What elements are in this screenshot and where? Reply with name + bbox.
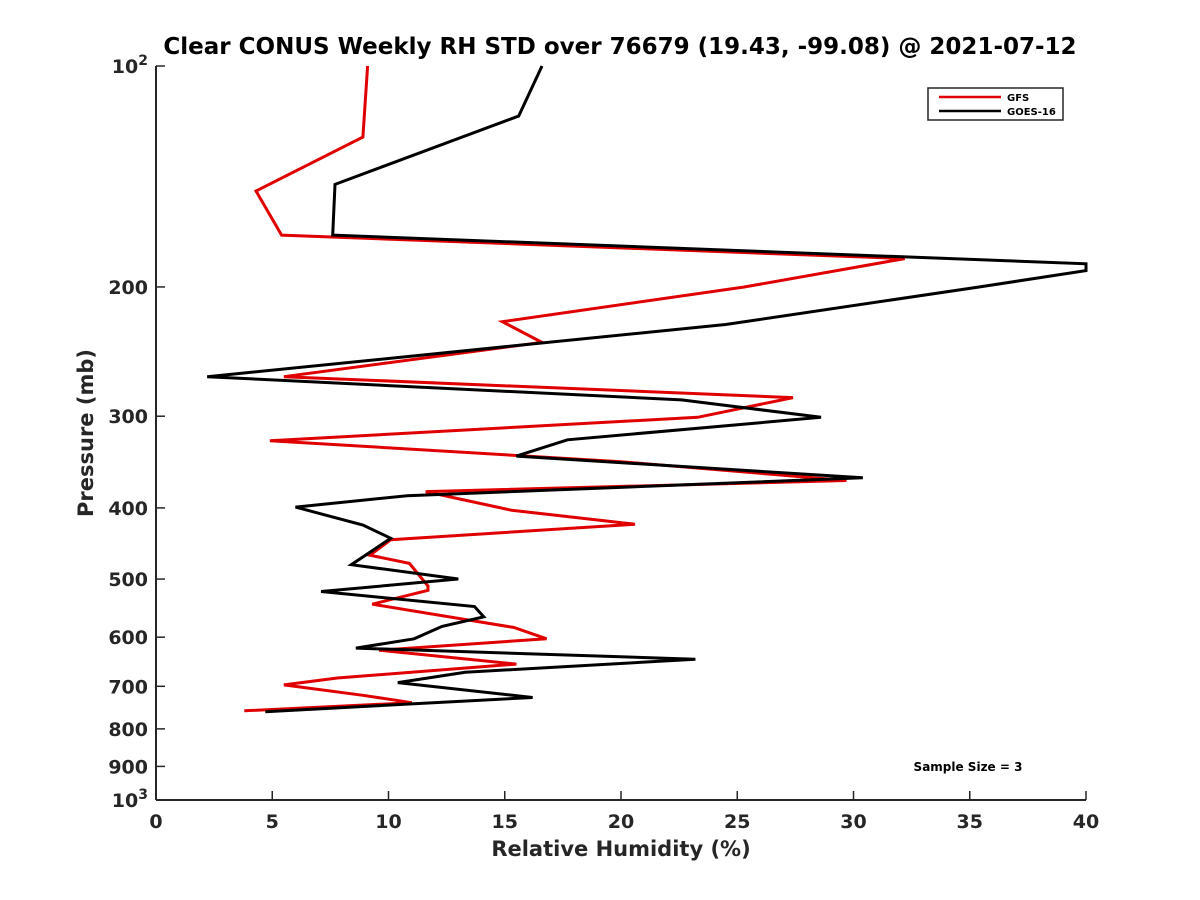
y-tick-label: 500 [108, 569, 148, 591]
y-tick-label: 400 [108, 498, 148, 520]
legend-label-gfs: GFS [1007, 93, 1029, 104]
series-lines [207, 65, 1088, 714]
plot-area [155, 66, 1086, 801]
y-tick-label: 900 [108, 756, 148, 778]
y-tick-label: 103 [112, 787, 148, 812]
legend-box [927, 87, 1064, 121]
y-tick-label: 300 [108, 406, 148, 428]
x-tick-label: 10 [375, 811, 401, 833]
y-tick-label: 200 [108, 277, 148, 299]
sample-size-annotation: Sample Size = 3 [914, 760, 1023, 774]
x-tick-label: 30 [840, 811, 866, 833]
legend-label-goes16: GOES-16 [1007, 107, 1056, 118]
chart-title: Clear CONUS Weekly RH STD over 76679 (19… [163, 34, 1076, 60]
series-line-goes-16 [207, 65, 1088, 714]
y-tick-label: 700 [108, 676, 148, 698]
x-tick-label: 35 [957, 811, 983, 833]
y-tick-label: 800 [108, 719, 148, 741]
x-tick-label: 5 [266, 811, 279, 833]
x-tick-label: 0 [149, 811, 162, 833]
y-ticks: 102 200 300 400 500 600 700 800 900 103 [108, 53, 165, 812]
x-axis-title: Relative Humidity (%) [491, 837, 750, 861]
x-tick-label: 20 [608, 811, 634, 833]
x-tick-label: 40 [1073, 811, 1099, 833]
y-axis-title: Pressure (mb) [74, 349, 98, 517]
y-tick-label: 600 [108, 627, 148, 649]
x-tick-label: 15 [492, 811, 518, 833]
series-line-gfs [244, 65, 905, 713]
legend: GFS GOES-16 [927, 87, 1064, 121]
x-tick-label: 25 [724, 811, 750, 833]
y-tick-label: 102 [112, 53, 148, 78]
x-ticks: 0 5 10 15 20 25 30 35 40 [149, 791, 1099, 833]
